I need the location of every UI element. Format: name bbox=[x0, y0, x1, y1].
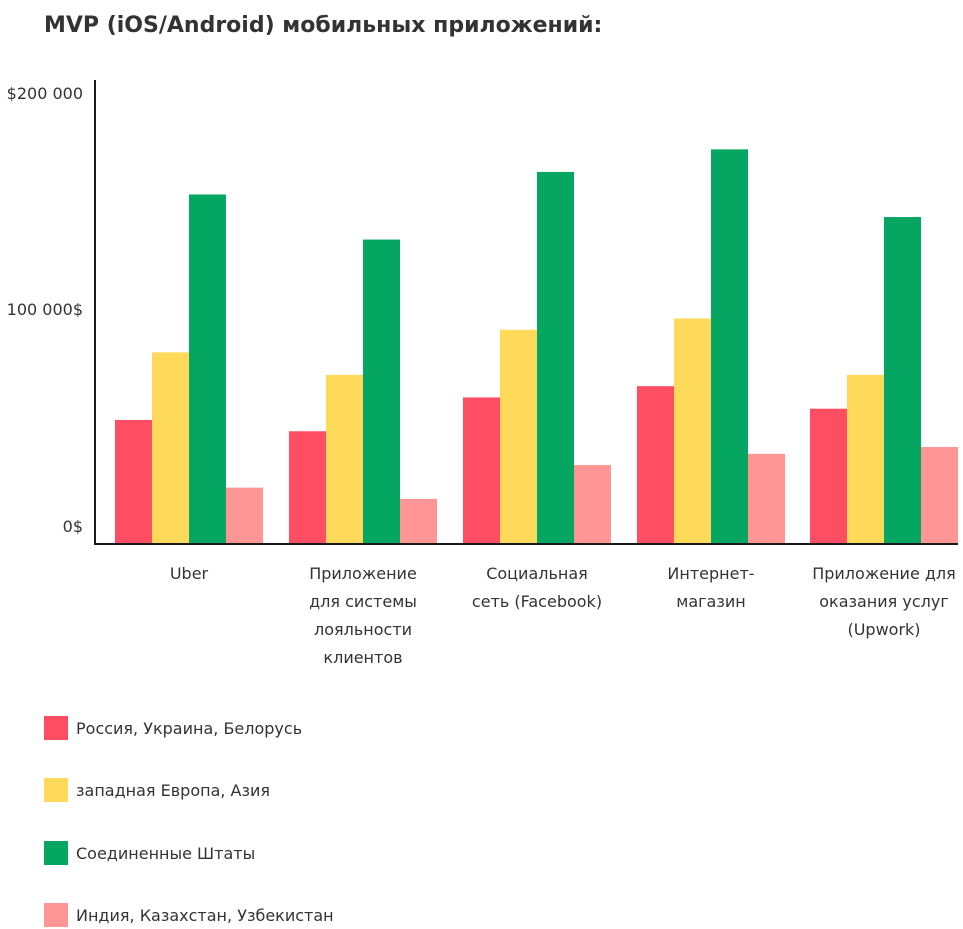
x-category-label: Uber bbox=[170, 564, 209, 583]
x-category-label: Приложение для bbox=[812, 564, 956, 583]
bar-series-2-cat-5 bbox=[847, 374, 884, 544]
x-category-label: сеть (Facebook) bbox=[472, 592, 602, 611]
y-axis-ticks: 0$ 100 000$ $200 000 bbox=[7, 84, 83, 536]
legend-swatch bbox=[44, 903, 68, 927]
legend-label: Россия, Украина, Белорусь bbox=[76, 719, 302, 738]
y-tick-label: $200 000 bbox=[7, 84, 83, 103]
x-category-label: для системы bbox=[309, 592, 417, 611]
x-category-label: Интернет- bbox=[667, 564, 754, 583]
bar-series-2-cat-1 bbox=[152, 352, 189, 544]
legend-label: Соединенные Штаты bbox=[76, 844, 255, 863]
bar-series-2-cat-4 bbox=[674, 318, 711, 544]
legend-swatch bbox=[44, 778, 68, 802]
x-axis-labels: Uber Приложение для системы лояльности клиен… bbox=[170, 564, 956, 667]
legend-label: западная Европа, Азия bbox=[76, 781, 270, 800]
bar-series-1-cat-2 bbox=[289, 431, 326, 544]
x-category-label: оказания услуг bbox=[819, 592, 949, 611]
legend-label: Индия, Казахстан, Узбекистан bbox=[76, 906, 334, 925]
bar-series-3-cat-2 bbox=[363, 239, 400, 544]
y-tick-label: 100 000$ bbox=[7, 300, 83, 319]
x-category-label: Приложение bbox=[309, 564, 417, 583]
bar-series-1-cat-3 bbox=[463, 397, 500, 544]
x-category-label: клиентов bbox=[323, 648, 402, 667]
bar-series-1-cat-1 bbox=[115, 419, 152, 544]
bar-series-4-cat-3 bbox=[574, 465, 611, 544]
chart-title: MVP (iOS/Android) мобильных приложений: bbox=[44, 13, 602, 38]
bar-series-3-cat-5 bbox=[884, 217, 921, 544]
legend-swatch bbox=[44, 841, 68, 865]
bar-series-4-cat-2 bbox=[400, 498, 437, 544]
x-category-label: (Upwork) bbox=[847, 620, 920, 639]
bar-series-1-cat-5 bbox=[810, 408, 847, 544]
bar-series-3-cat-3 bbox=[537, 171, 574, 545]
bars bbox=[115, 149, 958, 545]
bar-series-4-cat-4 bbox=[748, 453, 785, 544]
bar-series-3-cat-1 bbox=[189, 194, 226, 544]
x-category-label: магазин bbox=[676, 592, 745, 611]
bar-series-4-cat-1 bbox=[226, 487, 263, 544]
bar-series-2-cat-3 bbox=[500, 329, 537, 544]
x-category-label: лояльности bbox=[314, 620, 412, 639]
bar-series-2-cat-2 bbox=[326, 374, 363, 544]
bar-series-1-cat-4 bbox=[637, 386, 674, 544]
bar-series-3-cat-4 bbox=[711, 149, 748, 544]
bar-series-4-cat-5 bbox=[921, 447, 958, 544]
x-category-label: Социальная bbox=[486, 564, 588, 583]
y-tick-label: 0$ bbox=[63, 517, 83, 536]
legend-swatch bbox=[44, 716, 68, 740]
legend: Россия, Украина, Белорусь западная Европа… bbox=[44, 716, 334, 927]
